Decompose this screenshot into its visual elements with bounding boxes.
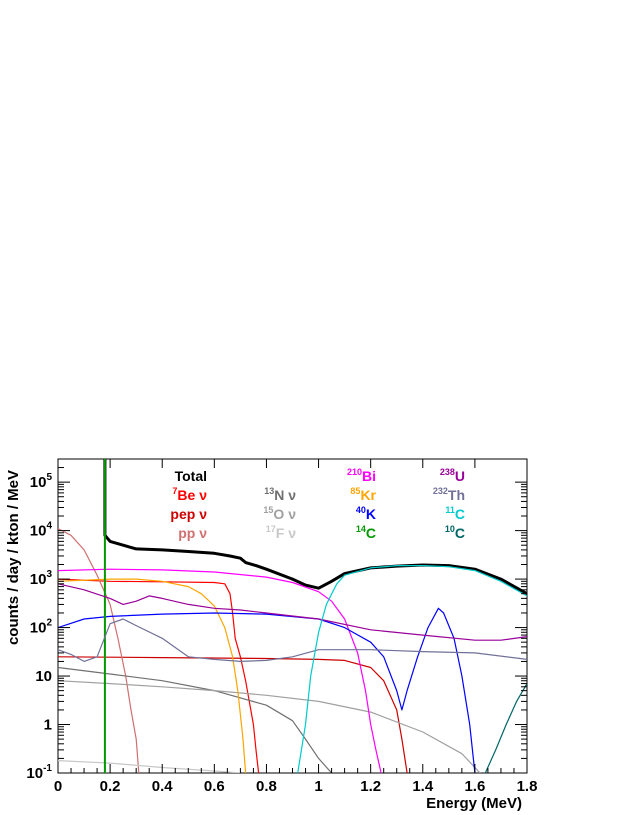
series-10-c-line [484, 683, 527, 773]
legend-entry-10-c: 10C [445, 524, 465, 541]
legend-entry-total: Total [175, 468, 207, 484]
series-210-bi-line [58, 568, 382, 773]
x-tick-label: 1.4 [412, 778, 434, 795]
x-axis-title: Energy (MeV) [426, 795, 522, 812]
series-15-o-line [58, 680, 481, 773]
legend-entry-40-k: 40K [356, 505, 376, 522]
y-tick-label: 1 [44, 717, 52, 734]
legend-entry-pp: pp ν [178, 525, 207, 541]
series-13-n-line [58, 666, 333, 773]
legend-entry-17-f: 17F ν [266, 524, 296, 541]
series-total-line [103, 459, 527, 596]
y-tick-label: 102 [30, 618, 53, 637]
series-pep-line [58, 656, 408, 773]
legend-entry-pep: pep ν [170, 506, 207, 522]
x-tick-label: 0 [54, 778, 62, 795]
series-232-th-line [58, 618, 527, 662]
series-85-kr-line [58, 578, 247, 773]
y-tick-label: 105 [30, 472, 53, 491]
ticks: 0 0.2 0.4 0.6 0.8 1 1.2 1.4 1.6 1.8 10-1 1 10 102 103 1… [26, 458, 538, 795]
legend-entry-15-o: 15O ν [263, 505, 296, 522]
legend-entry-13-n: 13N ν [264, 486, 296, 503]
x-tick-label: 1 [314, 778, 322, 795]
legend-entry-210-bi: 210Bi [347, 467, 376, 484]
x-tick-label: 0.8 [256, 778, 277, 795]
legend-entry-85-kr: 85Kr [350, 486, 376, 503]
y-tick-label: 103 [30, 569, 53, 588]
series-pp-line [58, 528, 140, 773]
legend-entry-11-c: 11C [445, 505, 465, 522]
legend-entry-14-c: 14C [356, 524, 376, 541]
x-tick-label: 1.8 [517, 778, 538, 795]
series-11-c-line [297, 565, 527, 773]
x-tick-label: 1.2 [360, 778, 381, 795]
x-tick-label: 0.2 [100, 778, 121, 795]
series-7-be-line [58, 578, 260, 773]
y-tick-label: 10-1 [26, 763, 52, 782]
legend: Total 7Be ν pep ν pp ν 13N ν 15O ν 17F ν 210Bi 8… [170, 467, 465, 541]
y-tick-label: 104 [30, 521, 53, 540]
series-238-u-line [58, 583, 527, 641]
series-40-k-line [58, 607, 476, 773]
x-tick-label: 0.4 [152, 778, 174, 795]
x-tick-label: 1.6 [464, 778, 485, 795]
legend-entry-232-th: 232Th [433, 486, 465, 503]
legend-entry-7-be: 7Be ν [172, 486, 207, 503]
y-axis-title: counts / day / kton / MeV [5, 470, 22, 645]
x-tick-label: 0.6 [204, 778, 225, 795]
legend-entry-238-u: 238U [440, 467, 465, 484]
curves [58, 459, 527, 773]
y-tick-label: 10 [35, 668, 52, 685]
